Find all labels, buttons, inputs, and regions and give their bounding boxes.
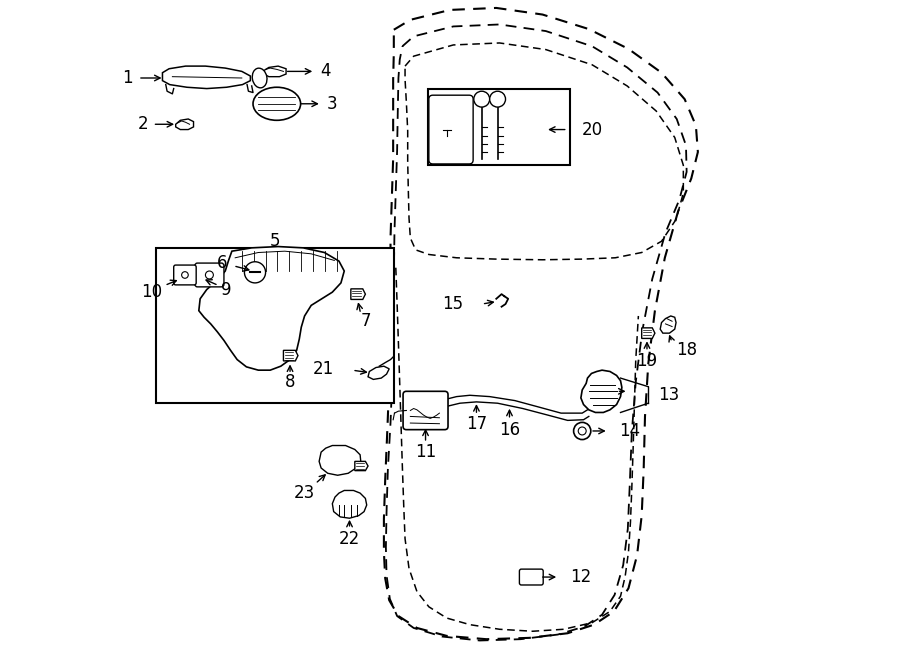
Polygon shape	[320, 446, 361, 475]
Text: 13: 13	[658, 385, 680, 404]
Text: 11: 11	[415, 443, 436, 461]
Circle shape	[473, 91, 490, 107]
Text: 7: 7	[360, 311, 371, 330]
Polygon shape	[332, 490, 366, 518]
Polygon shape	[264, 66, 286, 77]
Polygon shape	[368, 366, 389, 379]
Text: 5: 5	[270, 232, 280, 251]
Text: 10: 10	[140, 283, 162, 301]
Circle shape	[578, 427, 586, 435]
Bar	[156, 248, 394, 403]
Polygon shape	[163, 66, 250, 89]
FancyBboxPatch shape	[195, 263, 224, 287]
Text: 20: 20	[582, 120, 603, 139]
Polygon shape	[661, 316, 676, 333]
Polygon shape	[351, 289, 365, 299]
Text: 3: 3	[327, 95, 338, 113]
Text: 18: 18	[676, 341, 698, 360]
FancyBboxPatch shape	[519, 569, 544, 585]
Text: 9: 9	[221, 281, 232, 299]
Text: 15: 15	[442, 295, 464, 313]
Polygon shape	[176, 119, 194, 130]
Text: 17: 17	[466, 415, 487, 434]
Circle shape	[205, 271, 213, 279]
Polygon shape	[199, 247, 344, 370]
FancyBboxPatch shape	[174, 265, 196, 285]
Ellipse shape	[253, 87, 301, 120]
Text: 6: 6	[217, 254, 227, 272]
Text: 8: 8	[284, 373, 295, 391]
Circle shape	[245, 262, 266, 283]
Polygon shape	[355, 461, 368, 471]
Text: 2: 2	[138, 115, 148, 134]
Text: 23: 23	[294, 484, 315, 502]
Bar	[428, 89, 571, 165]
Text: 1: 1	[122, 69, 132, 87]
Polygon shape	[642, 328, 655, 338]
Text: 12: 12	[571, 568, 591, 586]
Text: 4: 4	[320, 62, 331, 81]
Polygon shape	[284, 350, 298, 361]
Polygon shape	[580, 370, 622, 412]
Text: 14: 14	[619, 422, 640, 440]
Ellipse shape	[252, 68, 267, 88]
FancyBboxPatch shape	[428, 95, 473, 164]
Text: 21: 21	[312, 360, 334, 378]
Circle shape	[182, 272, 188, 278]
Text: 16: 16	[499, 420, 520, 439]
FancyBboxPatch shape	[403, 391, 448, 430]
Text: 19: 19	[636, 352, 658, 370]
Text: 22: 22	[339, 529, 360, 548]
Circle shape	[490, 91, 506, 107]
Circle shape	[573, 422, 590, 440]
